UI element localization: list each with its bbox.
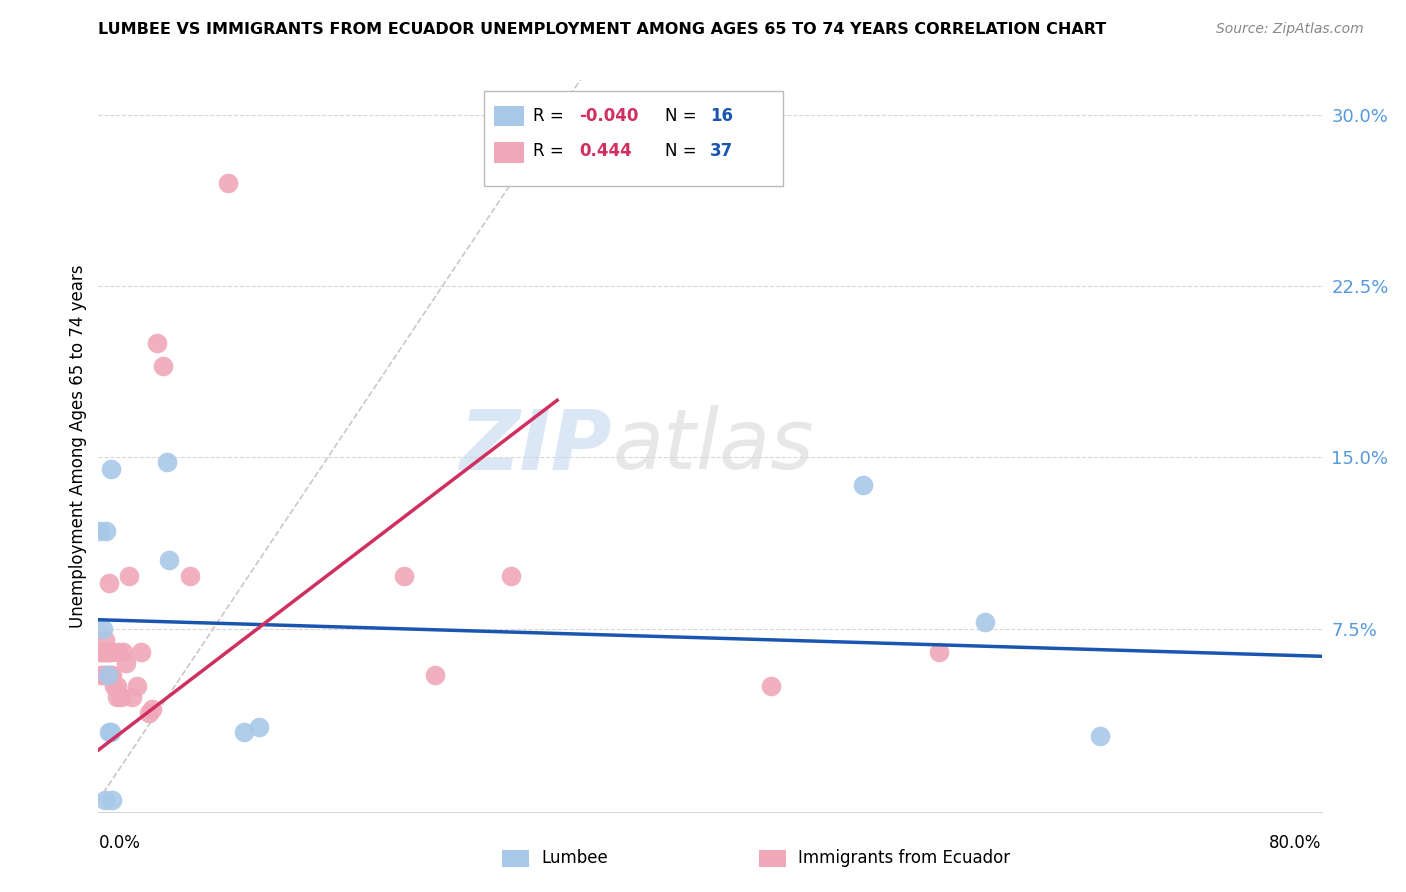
Text: 16: 16 [710, 107, 733, 125]
Point [759, 679, 782, 693]
Point [152, 359, 174, 373]
Point [103, 679, 125, 693]
Point [97, 667, 120, 681]
Point [107, 645, 129, 659]
Point [129, 645, 152, 659]
Point [110, 690, 132, 705]
Point [852, 478, 875, 492]
Point [94, 645, 117, 659]
Point [157, 553, 180, 567]
Text: Source: ZipAtlas.com: Source: ZipAtlas.com [1216, 22, 1364, 37]
Bar [502, 850, 529, 867]
Point [156, 455, 179, 469]
Text: N =: N = [665, 107, 702, 125]
Point [125, 679, 148, 693]
Point [928, 645, 950, 659]
Text: Lumbee: Lumbee [541, 849, 607, 867]
Point [100, 462, 122, 476]
Text: Immigrants from Ecuador: Immigrants from Ecuador [799, 849, 1011, 867]
Text: LUMBEE VS IMMIGRANTS FROM ECUADOR UNEMPLOYMENT AMONG AGES 65 TO 74 YEARS CORRELA: LUMBEE VS IMMIGRANTS FROM ECUADOR UNEMPL… [98, 22, 1107, 37]
Text: R =: R = [533, 107, 568, 125]
Point [101, 793, 124, 807]
Point [145, 336, 167, 351]
Text: N =: N = [665, 142, 702, 161]
Point [93, 633, 115, 648]
Point [100, 724, 122, 739]
Point [90, 667, 112, 681]
Bar [494, 143, 524, 163]
Point [179, 569, 201, 583]
Point [121, 690, 143, 705]
Point [90, 645, 112, 659]
Point [91, 622, 114, 636]
Point [93, 793, 115, 807]
Point [94, 667, 117, 681]
Point [423, 667, 446, 681]
Bar [494, 106, 524, 127]
Point [232, 724, 254, 739]
Point [247, 720, 270, 734]
Text: 37: 37 [710, 142, 734, 161]
Point [97, 645, 120, 659]
Point [141, 702, 163, 716]
Text: atlas: atlas [612, 406, 814, 486]
Point [91, 645, 114, 659]
Y-axis label: Unemployment Among Ages 65 to 74 years: Unemployment Among Ages 65 to 74 years [69, 264, 87, 628]
Point [100, 645, 122, 659]
Point [101, 667, 124, 681]
Point [98, 576, 121, 591]
Text: 80.0%: 80.0% [1270, 834, 1322, 852]
Point [100, 667, 122, 681]
Bar [759, 850, 786, 867]
Point [91, 667, 114, 681]
Point [105, 690, 128, 705]
Point [118, 569, 141, 583]
Text: R =: R = [533, 142, 568, 161]
Point [392, 569, 416, 583]
Point [98, 724, 121, 739]
Point [217, 176, 239, 190]
Point [105, 679, 128, 693]
Point [138, 706, 160, 721]
Point [1088, 729, 1111, 743]
Text: 0.444: 0.444 [579, 142, 631, 161]
Point [89, 524, 111, 538]
Point [94, 524, 117, 538]
Text: -0.040: -0.040 [579, 107, 638, 125]
FancyBboxPatch shape [484, 91, 783, 186]
Point [98, 645, 121, 659]
Point [974, 615, 997, 629]
Point [111, 645, 134, 659]
Text: 0.0%: 0.0% [98, 834, 141, 852]
Point [97, 667, 120, 681]
Point [501, 569, 523, 583]
Point [89, 645, 111, 659]
Text: ZIP: ZIP [460, 406, 612, 486]
Point [115, 656, 138, 670]
